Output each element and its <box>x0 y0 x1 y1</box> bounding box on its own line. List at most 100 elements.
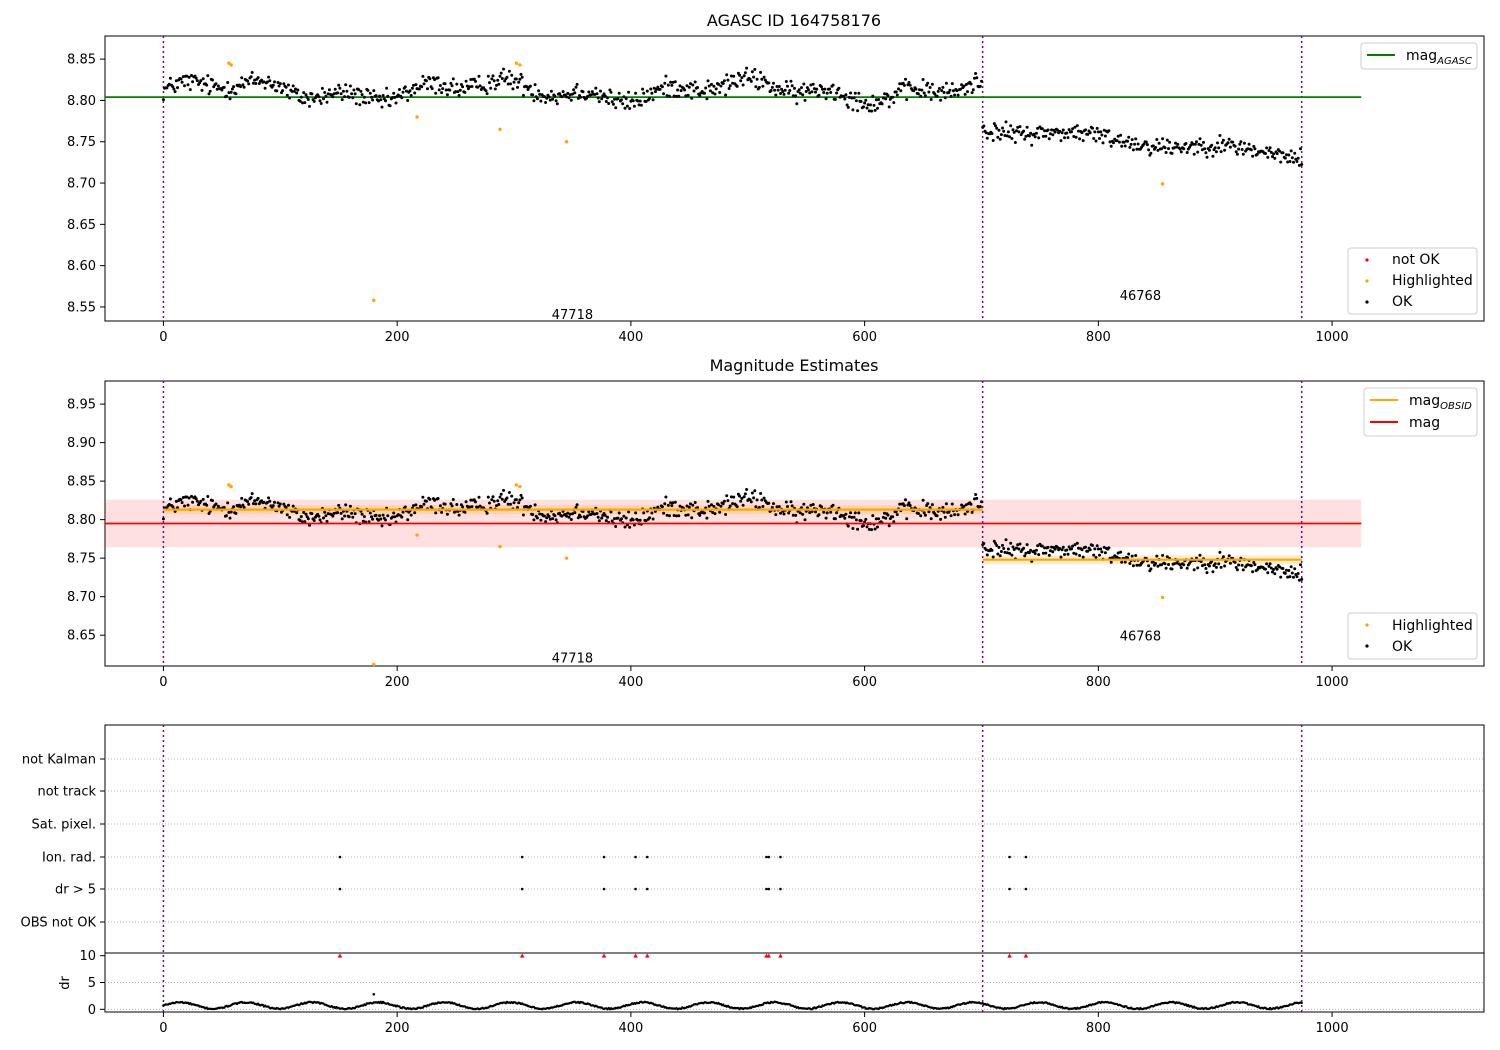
ok-point <box>1185 566 1189 570</box>
ok-point <box>808 91 812 95</box>
highlighted-point <box>564 556 569 560</box>
ok-point <box>807 88 810 92</box>
ok-point <box>1218 134 1222 137</box>
ok-point <box>651 98 655 102</box>
ok-point <box>492 79 496 83</box>
ok-point <box>183 504 186 508</box>
ok-point <box>512 80 516 84</box>
ok-point <box>943 96 947 100</box>
ok-point <box>1077 546 1080 550</box>
ok-point <box>760 498 764 502</box>
ok-point <box>662 511 666 515</box>
ok-point <box>881 96 885 100</box>
ok-point <box>476 505 480 509</box>
ok-point <box>555 102 559 106</box>
ok-point <box>560 514 564 518</box>
ok-point <box>918 88 921 92</box>
ok-point <box>384 518 387 522</box>
ok-point <box>358 103 362 107</box>
ok-point <box>883 92 886 96</box>
ok-point <box>722 499 726 503</box>
ok-point <box>498 495 502 499</box>
x-tick-label: 600 <box>852 675 877 690</box>
ok-point <box>1193 142 1197 146</box>
ok-point <box>438 84 442 87</box>
ok-point <box>1290 156 1294 160</box>
ok-point <box>1067 128 1071 132</box>
ok-point <box>478 504 482 508</box>
ok-point <box>624 97 628 101</box>
ok-point <box>354 102 358 106</box>
ok-point <box>505 496 509 500</box>
ok-point <box>919 514 923 518</box>
ok-point <box>846 524 850 528</box>
ok-point <box>436 76 440 80</box>
ok-point <box>597 519 601 523</box>
ok-point <box>928 506 932 510</box>
ok-point <box>624 516 628 520</box>
ok-point <box>484 89 488 93</box>
magnitude-legend-bottom: Highlighted OK <box>1347 612 1478 660</box>
ok-point <box>1266 571 1270 575</box>
legend-ok: OK <box>1392 294 1413 310</box>
ok-point <box>317 95 321 99</box>
ok-point <box>457 513 461 517</box>
ok-point <box>571 92 574 96</box>
ok-point <box>456 90 460 94</box>
ok-point <box>980 79 983 83</box>
ok-point <box>644 100 648 103</box>
legend-mag-agasc-sub: AGASC <box>1436 56 1472 67</box>
ok-point <box>912 89 916 93</box>
legend-mag-agasc-label: mag <box>1406 48 1437 64</box>
ok-point <box>1099 547 1103 551</box>
ok-point <box>1046 545 1050 549</box>
ok-point <box>923 94 927 98</box>
legend-box <box>1347 247 1478 315</box>
ok-point <box>877 98 881 101</box>
ok-point <box>1204 151 1208 155</box>
ok-point <box>165 86 169 90</box>
dr-clipped-marker <box>645 953 650 958</box>
ok-point <box>971 88 975 92</box>
ok-point <box>950 502 954 506</box>
ok-point <box>324 514 328 518</box>
ok-point <box>186 503 190 507</box>
ok-point <box>679 89 683 93</box>
ok-point <box>600 97 604 101</box>
ok-point <box>183 84 186 88</box>
ok-point <box>729 495 733 499</box>
ok-point <box>510 73 514 77</box>
ok-point <box>1296 156 1300 160</box>
ok-point <box>576 96 580 100</box>
legend-ok-marker <box>1365 644 1369 648</box>
y-tick-label: 8.75 <box>67 552 96 567</box>
ok-point <box>876 525 879 529</box>
ok-point <box>587 90 591 94</box>
ok-point <box>299 515 303 519</box>
ok-point <box>671 80 675 84</box>
ok-point <box>1034 131 1038 135</box>
flag-point <box>1024 855 1028 859</box>
ok-point <box>636 518 640 522</box>
ok-point <box>750 491 754 495</box>
ok-point <box>819 85 823 89</box>
ok-point <box>370 95 373 99</box>
ok-point <box>676 88 680 92</box>
ok-point <box>538 92 542 96</box>
ok-point <box>781 90 785 93</box>
ok-point <box>620 98 623 102</box>
ok-point <box>379 517 383 521</box>
agasc-panel: AGASC ID 164758176 0 200 400 600 800 1000 8.5… <box>67 11 1485 345</box>
ok-point <box>568 512 572 516</box>
ok-point <box>1285 568 1288 572</box>
legend-box <box>1347 612 1478 660</box>
ok-point <box>710 503 713 507</box>
ok-point <box>1207 564 1211 568</box>
ok-point <box>179 498 183 502</box>
ok-point <box>620 517 623 521</box>
obsid-label: 46768 <box>1120 289 1161 304</box>
ok-point <box>1012 548 1016 551</box>
ok-point <box>1061 545 1065 549</box>
ok-point <box>1149 151 1153 155</box>
ok-point <box>660 85 664 89</box>
